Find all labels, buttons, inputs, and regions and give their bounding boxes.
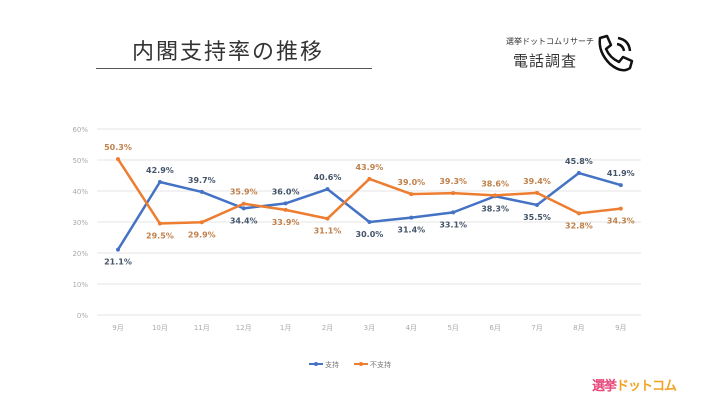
data-point (199, 220, 204, 225)
data-label: 33.1% (439, 220, 467, 229)
y-tick-label: 30% (72, 219, 88, 227)
y-tick-label: 40% (72, 188, 88, 196)
x-tick-label: 4月 (406, 324, 417, 332)
legend-marker (359, 362, 363, 366)
data-label: 35.9% (230, 188, 258, 197)
data-label: 34.4% (230, 216, 258, 225)
data-label: 30.0% (356, 230, 384, 239)
data-point (409, 192, 414, 197)
title-underline (96, 68, 372, 69)
data-label: 33.9% (272, 218, 300, 227)
x-tick-label: 8月 (573, 324, 584, 332)
data-label: 39.4% (523, 177, 551, 186)
data-point (116, 247, 120, 252)
data-point (157, 180, 162, 185)
data-label: 39.0% (397, 178, 425, 187)
data-point (618, 206, 623, 211)
legend-label: 不支持 (370, 360, 391, 369)
data-label: 43.9% (356, 163, 384, 172)
y-tick-label: 10% (72, 281, 88, 289)
data-point (535, 202, 539, 207)
legend-marker (314, 362, 318, 366)
data-label: 32.8% (565, 221, 593, 230)
data-label: 29.5% (146, 232, 174, 241)
data-point (493, 193, 498, 198)
x-tick-label: 9月 (112, 324, 123, 332)
data-point (116, 157, 120, 162)
x-tick-label: 12月 (236, 324, 252, 332)
x-tick-label: 6月 (489, 324, 500, 332)
x-tick-label: 11月 (194, 324, 210, 332)
brand-logo: 選挙ドットコム (592, 379, 677, 394)
data-label: 42.9% (146, 166, 174, 175)
data-label: 50.3% (104, 143, 132, 152)
data-label: 31.1% (314, 227, 342, 236)
x-tick-label: 1月 (280, 324, 291, 332)
data-label: 36.0% (272, 187, 300, 196)
data-point (325, 187, 330, 192)
data-point (157, 221, 162, 226)
x-tick-label: 9月 (615, 324, 626, 332)
legend-label: 支持 (325, 360, 339, 369)
data-point (283, 207, 288, 212)
page-title: 内閣支持率の推移 (132, 40, 325, 65)
data-point (535, 190, 539, 195)
data-point (367, 220, 372, 224)
x-tick-label: 7月 (531, 324, 542, 332)
x-tick-label: 10月 (152, 324, 168, 332)
data-label: 34.3% (607, 217, 635, 226)
data-point (241, 201, 246, 206)
survey-type: 電話調査 (513, 52, 578, 70)
y-tick-label: 60% (72, 126, 88, 134)
data-label: 38.6% (481, 179, 509, 188)
data-point (367, 176, 372, 181)
data-point (199, 189, 204, 194)
data-label: 35.5% (523, 213, 551, 222)
data-label: 41.9% (607, 169, 635, 178)
data-point (576, 211, 581, 216)
data-label: 31.4% (397, 226, 425, 235)
data-label: 40.6% (314, 173, 342, 182)
data-label: 39.3% (439, 177, 467, 186)
data-point (241, 206, 246, 211)
data-point (576, 171, 581, 176)
data-point (618, 183, 623, 188)
data-label: 39.7% (188, 176, 216, 185)
data-label: 45.8% (565, 157, 593, 166)
x-tick-label: 2月 (322, 324, 333, 332)
y-tick-label: 0% (77, 312, 88, 320)
data-label: 21.1% (104, 258, 132, 267)
data-label: 38.3% (481, 204, 509, 213)
y-tick-label: 20% (72, 250, 88, 258)
x-tick-label: 5月 (447, 324, 458, 332)
data-point (409, 215, 414, 220)
data-point (325, 216, 330, 221)
data-label: 29.9% (188, 230, 216, 239)
brand-subtitle: 選挙ドットコムリサーチ (506, 37, 594, 46)
data-point (451, 210, 456, 215)
data-point (451, 191, 456, 196)
y-tick-label: 50% (72, 157, 88, 165)
data-point (283, 201, 288, 206)
x-tick-label: 3月 (364, 324, 375, 332)
phone-icon (598, 34, 634, 72)
